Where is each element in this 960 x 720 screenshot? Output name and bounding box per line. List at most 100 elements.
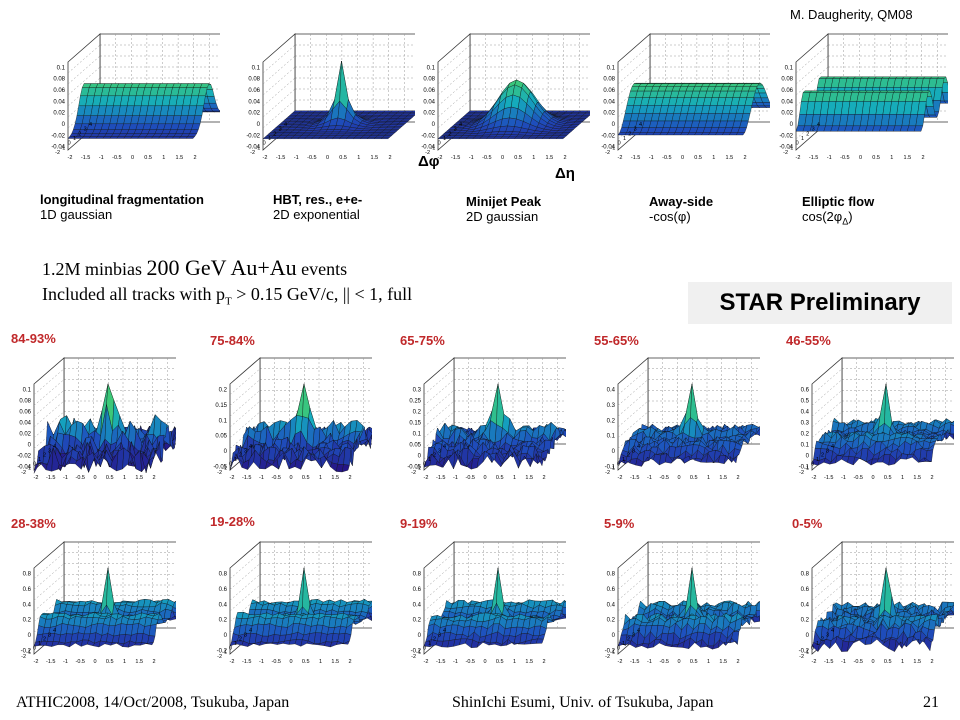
x-tick-label: 0.5: [884, 475, 892, 481]
z-tick-label: -1: [610, 145, 615, 151]
z-tick-label: -2: [799, 470, 804, 476]
surface: [67, 83, 220, 139]
x-tick-label: 0: [681, 155, 684, 161]
grid-line: [795, 44, 829, 74]
surface: [229, 383, 372, 473]
grid-line: [437, 55, 471, 85]
x-tick-label: 0: [93, 475, 96, 481]
surface-cell: [382, 135, 393, 138]
component-title: longitudinal fragmentation: [40, 192, 204, 207]
y-tick-label: 0: [224, 449, 228, 455]
y-tick-label: -0.02: [17, 454, 31, 460]
grid-line: [262, 77, 296, 107]
centrality-label: 19-28%: [210, 514, 255, 529]
y-tick-label: 0.02: [781, 111, 793, 117]
surface: [33, 567, 176, 648]
x-tick-label: -2: [34, 475, 39, 481]
grid-line: [229, 552, 261, 579]
z-tick-label: -1: [222, 466, 227, 472]
z-tick-label: 4: [443, 444, 446, 450]
z-tick-label: 3: [279, 127, 282, 133]
z-tick-label: -1: [26, 650, 31, 656]
y-tick-label: 0.1: [413, 432, 422, 438]
grid-line: [33, 574, 65, 601]
y-tick-label: 0.15: [409, 420, 421, 426]
grid-line: [617, 390, 649, 417]
z-tick-label: 0: [33, 461, 36, 467]
grid-line: [33, 368, 65, 395]
grid-line: [437, 88, 471, 118]
grid-line: [437, 44, 471, 74]
grid-line: [229, 574, 261, 601]
x-tick-label: -1: [841, 475, 846, 481]
z-tick-label: 0: [811, 461, 814, 467]
surface-plot-svg: 0.80.60.40.20-0.2-2 -1.5 -1 -0.5 0 0.5 1 1.5 243…: [21, 541, 176, 665]
grid-line: [437, 77, 471, 107]
y-tick-label: -0.04: [601, 145, 615, 151]
x-tick-label: -0.5: [112, 155, 121, 161]
z-tick-label: -2: [55, 150, 60, 156]
y-tick-label: -0.2: [21, 649, 32, 655]
x-tick-label: 1: [901, 475, 904, 481]
surface-cell: [535, 453, 544, 467]
z-tick-label: 4: [639, 122, 642, 128]
component-plot-hbt: 0.1 0.08 0.06 0.04 0.02 0 -0.02 -0.04 -2 -1.5 -1 -0…: [235, 24, 415, 192]
centrality-label: 0-5%: [792, 516, 823, 531]
z-tick-label: 3: [84, 127, 87, 133]
z-tick-label: -1: [416, 466, 421, 472]
component-subtitle: -cos(φ): [649, 209, 691, 224]
y-tick-label: 0.08: [53, 77, 65, 83]
surface-cell: [385, 132, 396, 135]
surface: [229, 567, 372, 648]
surface-cell: [394, 124, 405, 127]
desc-energy: 200 GeV Au+Au: [146, 255, 297, 280]
grid-line: [423, 411, 455, 438]
y-tick-label: 0: [28, 443, 32, 449]
z-tick-label: 0: [229, 461, 232, 467]
surface-cell: [925, 449, 934, 462]
z-tick-label: 3: [454, 127, 457, 133]
description-line-2: Included all tracks with pT > 0.15 GeV/c…: [42, 284, 412, 308]
y-tick-label: 0.2: [23, 618, 32, 624]
surface-plot-svg: 0.60.50.40.30.20.10-0.1-2 -1.5 -1 -0.5 0 0.5 1…: [799, 357, 954, 481]
surface-cell: [942, 92, 948, 102]
y-tick-label: -0.05: [407, 465, 421, 471]
grid-line: [67, 66, 101, 96]
grid-line: [811, 368, 843, 395]
y-tick-label: 0.02: [423, 111, 435, 117]
y-tick-label: 0.06: [248, 88, 260, 94]
y-tick-label: 0.15: [215, 403, 227, 409]
z-tick-label: 1: [816, 457, 819, 463]
y-tick-label: 0: [612, 449, 616, 455]
x-tick-label: -2: [618, 155, 623, 161]
surface-cell: [370, 615, 372, 621]
y-tick-label: 0.2: [801, 432, 810, 438]
x-tick-label: 0.5: [872, 155, 880, 161]
grid-line: [617, 44, 651, 74]
x-tick-label: -0.5: [482, 155, 491, 161]
y-tick-label: 0.04: [19, 420, 31, 426]
y-tick-label: 0.02: [248, 111, 260, 117]
surface-cell: [913, 125, 924, 132]
y-tick-label: 0.08: [248, 77, 260, 83]
z-tick-label: 2: [43, 637, 46, 643]
z-tick-label: 4: [637, 444, 640, 450]
z-tick-label: 0: [796, 141, 799, 147]
surface-plot-svg: 0.10.080.060.040.020-0.02-0.04-2 -1.5 -1 -0…: [51, 33, 220, 161]
grid-line: [423, 422, 455, 449]
x-tick-label: 0: [289, 475, 292, 481]
x-tick-label: 1: [123, 475, 126, 481]
z-tick-label: -2: [783, 150, 788, 156]
y-tick-label: 0: [612, 122, 616, 128]
y-tick-label: -0.02: [51, 133, 65, 139]
grid-line: [262, 88, 296, 118]
axis-label-dphi: Δφ: [418, 153, 440, 170]
grid-line: [33, 552, 65, 579]
x-tick-label: 1.5: [135, 659, 143, 665]
y-tick-label: 0.25: [409, 398, 421, 404]
grid-line: [423, 400, 455, 428]
surface-cell: [557, 135, 568, 138]
x-tick-label: -2: [424, 475, 429, 481]
z-tick-label: 0: [33, 645, 36, 651]
surface-cell: [341, 464, 350, 473]
